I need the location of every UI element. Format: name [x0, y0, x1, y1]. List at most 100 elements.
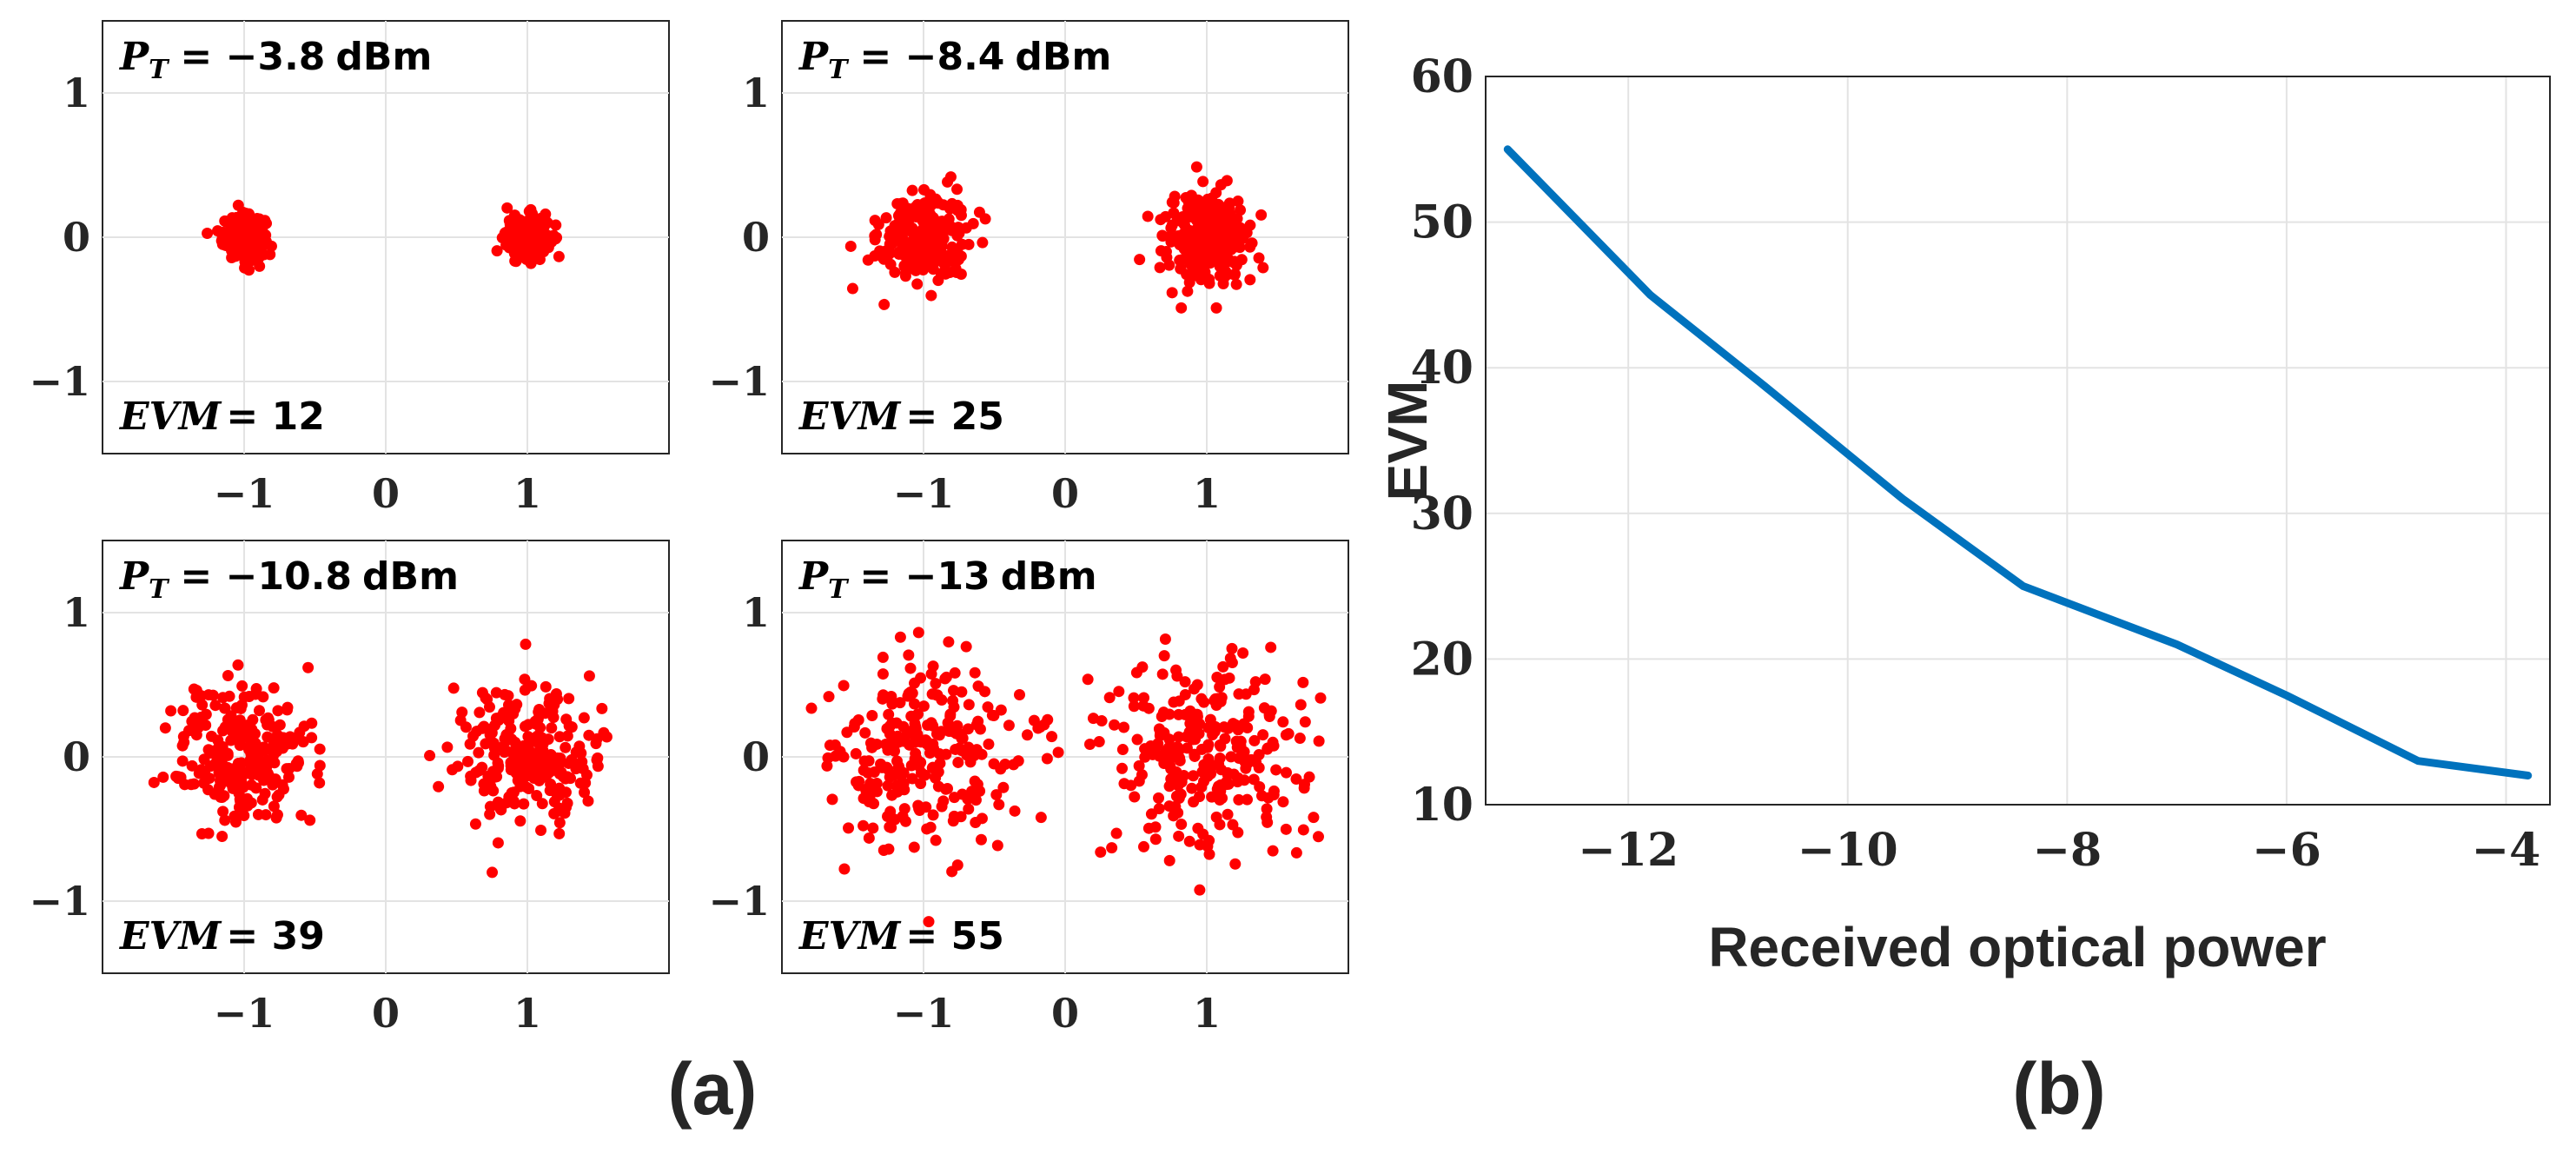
constellation-point [501, 202, 513, 214]
constellation-point [553, 731, 566, 743]
constellation-point [1238, 718, 1250, 730]
y-tick-label: 40 [1411, 342, 1473, 395]
constellation-point [904, 662, 917, 674]
constellation-point [866, 741, 878, 753]
constellation-point [871, 786, 883, 798]
constellation-point [179, 779, 191, 791]
constellation-point [536, 798, 548, 810]
constellation-point [222, 749, 234, 761]
constellation-point [520, 638, 532, 650]
constellation-point [1290, 773, 1302, 785]
constellation-point [216, 792, 228, 804]
constellation-point [469, 818, 481, 830]
constellation-point [1175, 302, 1188, 314]
constellation-point [912, 627, 924, 639]
constellation-point [949, 667, 961, 679]
constellation-point [1190, 161, 1202, 173]
y-tick-label: 30 [1411, 487, 1473, 541]
constellation-point [1189, 205, 1202, 217]
constellation-point [970, 744, 983, 756]
constellation-point [999, 759, 1011, 771]
power-annotation: PT = −13 dBm [798, 554, 1097, 605]
constellation-point [202, 827, 215, 839]
constellation-point [257, 691, 269, 703]
constellation-point [877, 651, 889, 663]
constellation-point [1009, 805, 1021, 817]
constellation-point [899, 815, 911, 827]
constellation-point [1207, 759, 1219, 772]
x-tick-label: −1 [214, 470, 275, 517]
constellation-point [1197, 176, 1209, 188]
plot-area [1486, 76, 2550, 805]
constellation-point [506, 786, 518, 799]
constellation-point [281, 704, 294, 716]
constellation-point [535, 225, 547, 237]
y-tick-label: 1 [742, 589, 770, 636]
constellation-point [531, 747, 543, 759]
evm-symbol: EVM [798, 914, 902, 958]
constellation-point [1262, 743, 1274, 755]
constellation-point [1214, 226, 1226, 238]
constellation-point [248, 231, 260, 243]
constellation-point [868, 798, 880, 810]
constellation-point [480, 738, 492, 750]
constellation-point [866, 710, 878, 722]
constellation-point [1183, 235, 1195, 248]
constellation-point [205, 730, 217, 742]
constellation-point [872, 218, 884, 230]
power-subscript: T [149, 55, 170, 85]
constellation-point [1154, 262, 1166, 274]
constellation-point [972, 680, 984, 693]
constellation-point [1253, 252, 1265, 264]
power-unit: dBm [1001, 554, 1097, 599]
constellation-point [1191, 711, 1203, 723]
constellation-point [533, 774, 546, 786]
constellation-point [242, 799, 254, 812]
constellation-point [1232, 826, 1244, 839]
constellation-point [943, 636, 955, 648]
constellation-point [506, 733, 518, 746]
constellation-point [1235, 204, 1247, 216]
constellation-point [877, 668, 889, 680]
constellation-point [867, 822, 879, 834]
constellation-point [258, 249, 270, 261]
constellation-point [517, 246, 529, 258]
constellation-point [1230, 231, 1242, 243]
constellation-point [1133, 775, 1145, 787]
constellation-point [1128, 700, 1140, 713]
constellation-point [1013, 689, 1025, 701]
caption-b: (b) [2012, 1048, 2105, 1130]
x-tick-label: 0 [372, 990, 400, 1037]
power-unit: dBm [362, 554, 459, 599]
constellation-point [1173, 830, 1185, 842]
y-tick-label: 0 [742, 733, 770, 780]
constellation-point [1290, 846, 1302, 859]
constellation-point [1194, 884, 1206, 896]
constellation-point [879, 739, 891, 751]
constellation-point [1253, 762, 1265, 774]
constellation-point [1277, 796, 1289, 808]
constellation-point [1041, 753, 1053, 765]
constellation-point [930, 193, 942, 205]
constellation-point [974, 723, 986, 735]
constellation-point [282, 771, 295, 783]
constellation-point [1189, 748, 1201, 760]
constellation-point [222, 761, 234, 773]
power-value: = −8.4 [859, 35, 1004, 79]
constellation-point [956, 745, 968, 757]
constellation-point [204, 760, 216, 773]
constellation-point [596, 702, 608, 714]
constellation-point [1257, 262, 1269, 274]
constellation-point [889, 266, 901, 278]
power-annotation: PT = −8.4 dBm [798, 35, 1111, 85]
constellation-point [838, 680, 850, 692]
constellation-point [897, 766, 910, 779]
constellation-point [1175, 819, 1188, 831]
constellation-point [473, 706, 486, 719]
constellation-point [263, 770, 275, 782]
constellation-point [519, 720, 531, 733]
constellation-point [1222, 722, 1235, 734]
constellation-point [1258, 702, 1270, 714]
constellation-point [578, 712, 590, 724]
constellation-point [295, 809, 308, 821]
